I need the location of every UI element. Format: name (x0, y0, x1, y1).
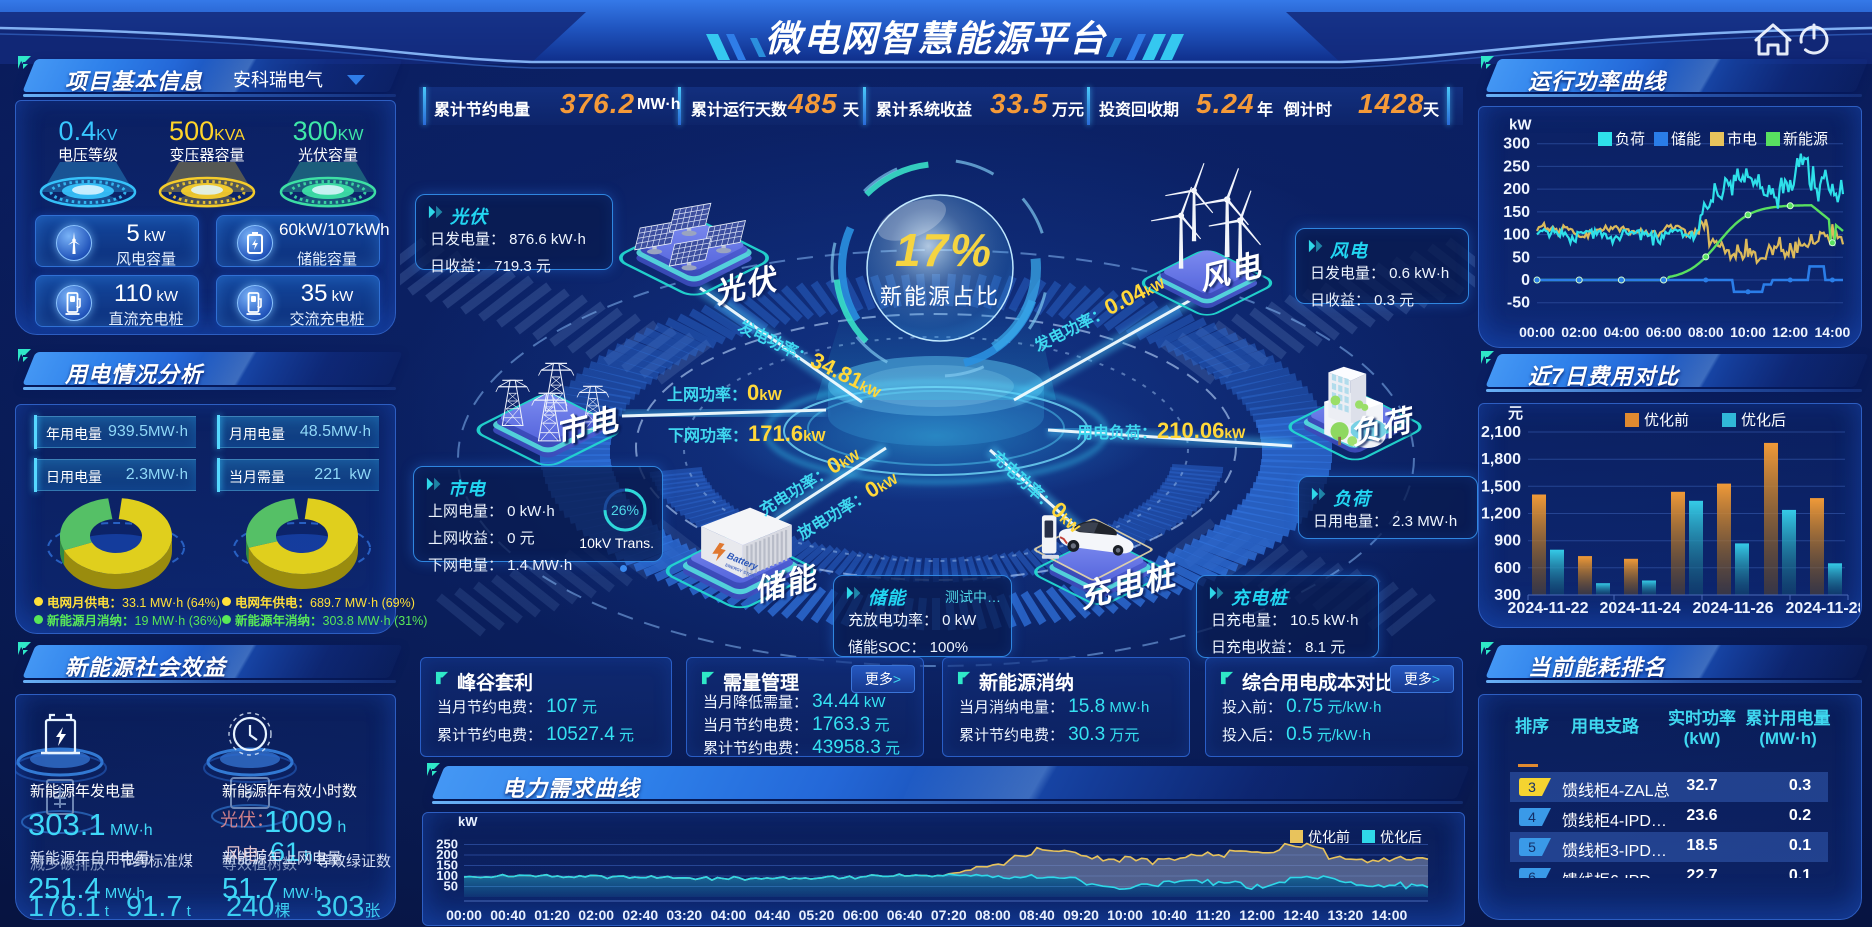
svg-text:07:20: 07:20 (931, 907, 967, 923)
svg-text:优化后: 优化后 (1741, 412, 1786, 429)
svg-text:新能源: 新能源 (1783, 131, 1828, 148)
svg-text:排序: 排序 (1515, 716, 1549, 736)
svg-text:10:00: 10:00 (1730, 324, 1766, 340)
svg-text:3: 3 (1528, 779, 1536, 795)
svg-text:02:40: 02:40 (622, 907, 658, 923)
svg-text:200: 200 (436, 847, 458, 862)
svg-text:kW: kW (458, 814, 478, 829)
svg-text:优化前: 优化前 (1308, 829, 1350, 845)
svg-text:13:20: 13:20 (1327, 907, 1363, 923)
svg-text:1,800: 1,800 (1481, 451, 1521, 468)
svg-text:06:40: 06:40 (887, 907, 923, 923)
svg-text:新能源占比: 新能源占比 (880, 284, 1000, 309)
svg-text:03:20: 03:20 (666, 907, 702, 923)
svg-text:kW: kW (1509, 117, 1532, 134)
svg-text:2,100: 2,100 (1481, 424, 1521, 441)
svg-text:02:00: 02:00 (1561, 324, 1597, 340)
svg-text:05:20: 05:20 (799, 907, 835, 923)
svg-text:10:00: 10:00 (1107, 907, 1143, 923)
svg-text:04:00: 04:00 (1603, 324, 1639, 340)
svg-text:1,500: 1,500 (1481, 478, 1521, 495)
svg-text:00:00: 00:00 (446, 907, 482, 923)
svg-text:(kW): (kW) (1684, 729, 1721, 748)
svg-text:500KVA: 500KVA (169, 116, 245, 146)
svg-text:50: 50 (1512, 249, 1530, 266)
svg-text:08:00: 08:00 (975, 907, 1011, 923)
svg-text:09:20: 09:20 (1063, 907, 1099, 923)
svg-text:150: 150 (436, 858, 458, 873)
svg-text:300: 300 (1494, 587, 1521, 604)
svg-text:优化后: 优化后 (1380, 829, 1422, 845)
svg-text:200: 200 (1503, 181, 1530, 198)
svg-text:电压等级: 电压等级 (58, 146, 118, 164)
svg-text:250: 250 (436, 837, 458, 852)
svg-text:00:40: 00:40 (490, 907, 526, 923)
svg-text:(MW·h): (MW·h) (1759, 729, 1817, 748)
svg-text:04:00: 04:00 (710, 907, 746, 923)
svg-text:600: 600 (1494, 560, 1521, 577)
svg-text:元: 元 (1508, 405, 1523, 422)
svg-text:17%: 17% (895, 224, 993, 276)
svg-text:0.4KV: 0.4KV (59, 116, 118, 146)
svg-text:08:40: 08:40 (1019, 907, 1055, 923)
svg-text:06:00: 06:00 (1646, 324, 1682, 340)
svg-text:用电支路: 用电支路 (1571, 716, 1640, 736)
svg-text:300KW: 300KW (293, 116, 365, 146)
svg-text:900: 900 (1494, 533, 1521, 550)
svg-text:250: 250 (1503, 158, 1530, 175)
svg-text:-50: -50 (1507, 295, 1530, 312)
svg-text:0: 0 (1521, 272, 1530, 289)
svg-text:5: 5 (1528, 839, 1536, 855)
svg-text:实时功率: 实时功率 (1668, 708, 1736, 728)
svg-text:2024-11-22: 2024-11-22 (1508, 600, 1589, 617)
svg-text:04:40: 04:40 (755, 907, 791, 923)
svg-text:负荷: 负荷 (1615, 131, 1645, 148)
svg-text:1,200: 1,200 (1481, 506, 1521, 523)
svg-text:150: 150 (1503, 204, 1530, 221)
svg-text:用电负荷：210.06kW: 用电负荷：210.06kW (1077, 418, 1246, 443)
svg-text:100: 100 (1503, 227, 1530, 244)
svg-text:14:00: 14:00 (1371, 907, 1407, 923)
svg-text:12:00: 12:00 (1772, 324, 1808, 340)
svg-text:12:00: 12:00 (1239, 907, 1275, 923)
svg-text:50: 50 (444, 879, 458, 894)
svg-text:变压器容量: 变压器容量 (169, 147, 244, 164)
svg-text:100: 100 (436, 868, 458, 883)
svg-text:14:00: 14:00 (1814, 324, 1850, 340)
svg-text:市电: 市电 (1727, 131, 1757, 148)
svg-text:累计用电量: 累计用电量 (1746, 708, 1831, 728)
svg-text:优化前: 优化前 (1644, 412, 1689, 429)
svg-text:储能: 储能 (1671, 131, 1701, 148)
svg-text:06:00: 06:00 (843, 907, 879, 923)
svg-text:2024-11-24: 2024-11-24 (1600, 600, 1681, 617)
svg-text:01:20: 01:20 (534, 907, 570, 923)
svg-text:300: 300 (1503, 136, 1530, 153)
svg-text:02:00: 02:00 (578, 907, 614, 923)
svg-text:2024-11-28: 2024-11-28 (1786, 600, 1860, 617)
svg-text:2024-11-26: 2024-11-26 (1693, 600, 1774, 617)
svg-text:微电网智慧能源平台: 微电网智慧能源平台 (765, 18, 1107, 59)
svg-text:26%: 26% (611, 502, 639, 518)
svg-text:6: 6 (1528, 869, 1536, 878)
svg-text:00:00: 00:00 (1519, 324, 1555, 340)
svg-text:上网功率：0kW: 上网功率：0kW (667, 380, 783, 405)
svg-text:12:40: 12:40 (1283, 907, 1319, 923)
svg-text:08:00: 08:00 (1688, 324, 1724, 340)
svg-text:10:40: 10:40 (1151, 907, 1187, 923)
svg-text:下网功率：171.6kW: 下网功率：171.6kW (668, 421, 826, 446)
svg-text:4: 4 (1528, 809, 1536, 825)
svg-text:11:20: 11:20 (1196, 907, 1231, 923)
svg-text:光伏容量: 光伏容量 (298, 147, 358, 164)
